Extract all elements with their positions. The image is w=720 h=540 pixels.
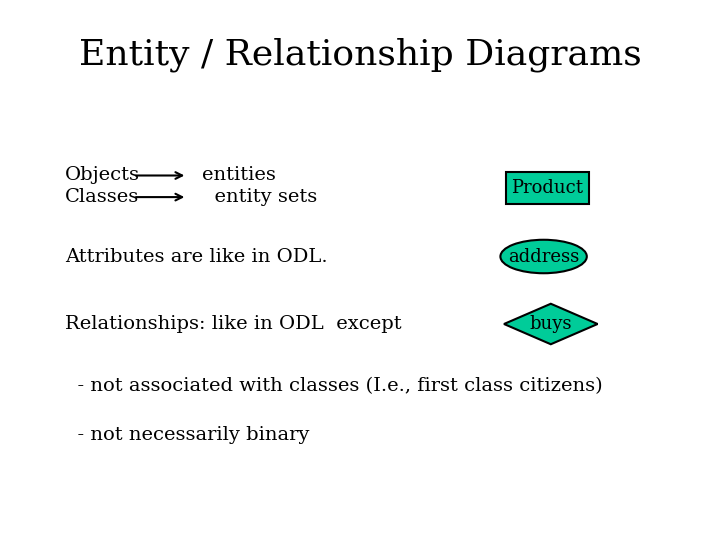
Text: Classes: Classes <box>65 188 139 206</box>
Text: Product: Product <box>511 179 583 197</box>
Text: entity sets: entity sets <box>202 188 317 206</box>
Text: - not associated with classes (I.e., first class citizens): - not associated with classes (I.e., fir… <box>65 377 603 395</box>
Text: buys: buys <box>529 315 572 333</box>
Text: Relationships: like in ODL  except: Relationships: like in ODL except <box>65 315 402 333</box>
Text: - not necessarily binary: - not necessarily binary <box>65 426 309 444</box>
Text: Objects: Objects <box>65 166 140 185</box>
Polygon shape <box>504 303 598 345</box>
Ellipse shape <box>500 240 587 273</box>
FancyBboxPatch shape <box>505 172 589 204</box>
Text: Attributes are like in ODL.: Attributes are like in ODL. <box>65 247 328 266</box>
Text: address: address <box>508 247 579 266</box>
Text: entities: entities <box>202 166 276 185</box>
Text: Entity / Relationship Diagrams: Entity / Relationship Diagrams <box>78 38 642 72</box>
